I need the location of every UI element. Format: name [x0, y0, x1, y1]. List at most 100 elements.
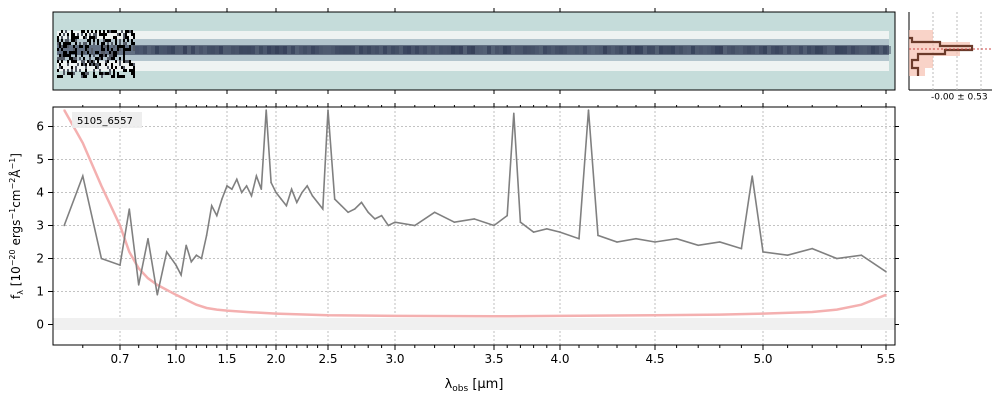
- noise-pixel: [71, 75, 73, 78]
- x-tick-label: 2.5: [318, 352, 337, 366]
- flux-point: [327, 109, 329, 111]
- noise-pixel: [83, 63, 85, 66]
- trace-pixel: [639, 46, 643, 54]
- trace-pixel: [535, 46, 539, 54]
- flux-point: [811, 247, 813, 250]
- trace-pixel: [627, 46, 631, 54]
- noise-pixel: [59, 63, 61, 66]
- noise-pixel: [63, 57, 65, 60]
- flux-point: [265, 109, 268, 111]
- noise-pixel: [107, 39, 109, 42]
- flux-point: [387, 224, 390, 227]
- noise-pixel: [91, 60, 93, 63]
- noise-pixel: [125, 42, 127, 45]
- flux-point: [231, 188, 233, 190]
- trace-pixel: [731, 46, 735, 54]
- flux-point: [786, 254, 789, 256]
- noise-pixel: [95, 51, 97, 54]
- noise-pixel: [83, 57, 85, 60]
- noise-pixel: [89, 33, 91, 36]
- x-tick-label: 0.7: [110, 352, 129, 366]
- noise-pixel: [129, 48, 131, 51]
- trace-pixel: [491, 46, 495, 54]
- uncertainty-point: [275, 312, 277, 315]
- trace-pixel: [587, 46, 591, 54]
- x-tick-label: 3.0: [385, 352, 404, 366]
- flux-point: [347, 211, 349, 214]
- noise-pixel: [87, 45, 89, 48]
- trace-pixel: [739, 46, 743, 54]
- noise-pixel: [123, 36, 125, 39]
- trace-pixel: [203, 46, 207, 54]
- noise-pixel: [85, 33, 87, 36]
- noise-pixel: [119, 57, 121, 60]
- noise-pixel: [83, 42, 85, 45]
- noise-pixel: [123, 57, 125, 60]
- noise-pixel: [119, 75, 121, 78]
- uncertainty-point: [836, 308, 838, 311]
- noise-pixel: [123, 66, 125, 69]
- trace-pixel: [775, 46, 779, 54]
- noise-pixel: [119, 42, 121, 45]
- noise-pixel: [133, 69, 135, 72]
- noise-pixel: [97, 63, 99, 66]
- noise-pixel: [97, 60, 99, 63]
- trace-pixel: [507, 46, 511, 54]
- trace-pixel: [803, 46, 807, 54]
- noise-pixel: [111, 75, 113, 78]
- trace-pixel: [623, 46, 627, 54]
- noise-pixel: [83, 36, 85, 39]
- trace-pixel: [239, 46, 243, 54]
- trace-pixel: [591, 46, 595, 54]
- noise-pixel: [61, 48, 63, 51]
- flux-point: [185, 244, 187, 247]
- trace-pixel: [747, 46, 751, 54]
- trace-pixel: [499, 46, 503, 54]
- trace-pixel: [291, 46, 295, 54]
- noise-pixel: [113, 51, 115, 54]
- trace-pixel: [475, 46, 479, 54]
- trace-pixel: [311, 46, 315, 54]
- noise-pixel: [81, 60, 83, 63]
- flux-point: [506, 214, 509, 217]
- trace-pixel: [463, 46, 467, 54]
- noise-pixel: [113, 72, 115, 75]
- flux-point: [200, 257, 203, 260]
- noise-pixel: [83, 51, 85, 54]
- noise-pixel: [129, 30, 131, 33]
- x-axis-label: λobs [μm]: [445, 377, 504, 394]
- x-tick-label: 1.5: [217, 352, 236, 366]
- noise-pixel: [123, 48, 125, 51]
- noise-pixel: [105, 63, 107, 66]
- trace-pixel: [303, 46, 307, 54]
- trace-pixel: [339, 46, 343, 54]
- trace-pixel: [571, 46, 575, 54]
- x-tick-label: 3.5: [484, 352, 503, 366]
- noise-pixel: [111, 30, 113, 33]
- noise-pixel: [75, 57, 77, 60]
- trace-pixel: [227, 46, 231, 54]
- noise-pixel: [133, 63, 135, 66]
- noise-pixel: [117, 72, 119, 75]
- noise-pixel: [125, 30, 127, 33]
- noise-pixel: [57, 57, 59, 60]
- trace-pixel: [715, 46, 719, 54]
- uncertainty-point: [860, 303, 863, 306]
- noise-pixel: [93, 60, 95, 63]
- flux-point: [250, 195, 253, 197]
- noise-pixel: [81, 72, 83, 75]
- trace-pixel: [631, 46, 635, 54]
- noise-pixel: [101, 48, 103, 51]
- uncertainty-point: [82, 142, 84, 144]
- trace-pixel: [387, 46, 391, 54]
- trace-pixel: [159, 46, 163, 54]
- flux-point: [380, 214, 383, 217]
- noise-pixel: [113, 36, 115, 39]
- trace-pixel: [271, 46, 275, 54]
- trace-pixel: [679, 46, 683, 54]
- trace-pixel: [355, 46, 359, 54]
- flux-point: [453, 221, 456, 223]
- series-flux: [63, 109, 887, 295]
- flux-point: [175, 264, 177, 266]
- noise-pixel: [99, 30, 101, 33]
